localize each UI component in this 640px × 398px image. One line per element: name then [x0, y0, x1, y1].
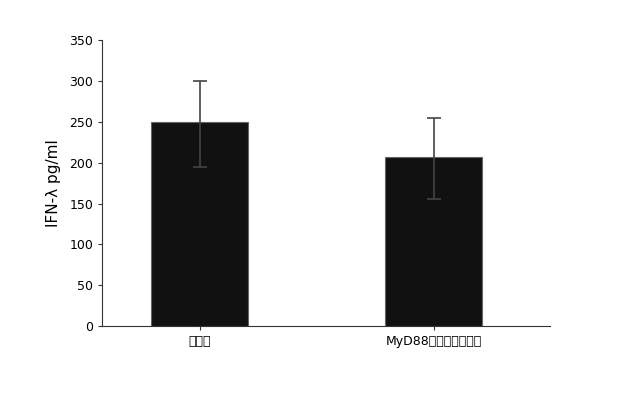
Bar	[151, 122, 248, 326]
Bar	[385, 157, 482, 326]
Y-axis label: IFN-λ pg/ml: IFN-λ pg/ml	[46, 139, 61, 227]
